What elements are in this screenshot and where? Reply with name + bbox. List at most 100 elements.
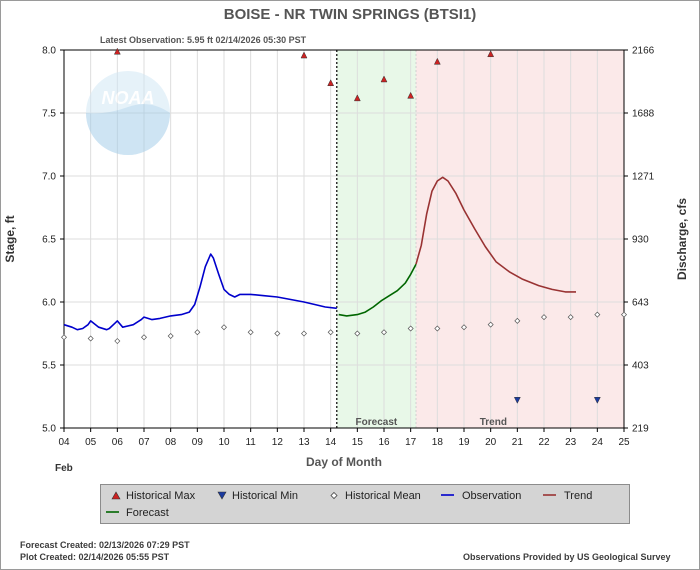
historical-mean-point — [114, 338, 121, 345]
historical-mean-point — [354, 330, 361, 337]
forecast-region-label: Forecast — [356, 417, 398, 428]
data-source: Observations Provided by US Geological S… — [463, 552, 671, 562]
series-layer — [63, 176, 576, 331]
x-tick-label: 24 — [592, 437, 604, 448]
historical-max-point — [487, 50, 495, 58]
y2-tick-label: 219 — [632, 424, 649, 435]
x-tick-label: 23 — [565, 437, 577, 448]
legend-label-forecast: Forecast — [126, 507, 169, 519]
y2-tick-label: 643 — [632, 298, 649, 309]
x-tick-label: 18 — [432, 437, 444, 448]
x-tick-label: 04 — [58, 437, 70, 448]
historical-mean-point — [301, 330, 307, 337]
series-observation — [63, 253, 337, 331]
x-tick-label: 10 — [218, 437, 230, 448]
historical-mean-point — [327, 329, 334, 336]
y-tick-label: 7.5 — [42, 109, 56, 120]
historical-max-point — [353, 94, 361, 102]
historical-mean-point — [407, 325, 414, 332]
region-labels: Forecast Trend — [356, 417, 507, 428]
y2-tick-label: 1271 — [632, 172, 655, 183]
month-label: Feb — [55, 463, 73, 474]
historical-min-point — [593, 397, 601, 404]
x-tick-label: 05 — [85, 437, 97, 448]
x-tick-label: 14 — [325, 437, 337, 448]
historical-mean-point — [514, 317, 521, 324]
y-tick-label: 5.5 — [42, 361, 56, 372]
x-tick-label: 25 — [618, 437, 630, 448]
y2-tick-label: 1688 — [632, 109, 655, 120]
y-tick-label: 6.5 — [42, 235, 56, 246]
historical-mean-point — [167, 333, 174, 340]
legend-label-historical-max: Historical Max — [126, 490, 196, 502]
historical-mean-point — [594, 311, 601, 318]
legend-historical-max: Historical Max — [111, 490, 196, 502]
historical-mean-point — [567, 314, 574, 321]
x-tick-label: 13 — [298, 437, 310, 448]
historical-max-point — [433, 57, 441, 65]
y2-axis-label: Discharge, cfs — [675, 198, 689, 280]
trend-region-label: Trend — [480, 417, 507, 428]
svg-text:NOAA: NOAA — [102, 88, 155, 108]
forecast-created: Forecast Created: 02/13/2026 07:29 PST — [20, 540, 190, 550]
series-trend — [415, 176, 576, 293]
y2-tick-label: 403 — [632, 361, 649, 372]
historical-max-point — [380, 75, 388, 83]
legend-label-trend: Trend — [564, 490, 592, 502]
x-tick-label: 15 — [352, 437, 364, 448]
historical-mean-point — [381, 329, 387, 336]
legend-label-observation: Observation — [462, 490, 521, 502]
historical-mean-point — [221, 324, 227, 331]
x-tick-label: 19 — [458, 437, 470, 448]
x-tick-label: 17 — [405, 437, 417, 448]
historical-mean-point — [487, 321, 494, 328]
latest-observation: Latest Observation: 5.95 ft 02/14/2026 0… — [100, 35, 307, 45]
legend-observation: Observation — [441, 490, 521, 502]
historical-max-point — [300, 51, 308, 59]
historical-mean-point — [247, 329, 254, 336]
historical-mean-point — [141, 334, 147, 341]
series-forecast — [338, 263, 417, 317]
x-tick-label: 22 — [538, 437, 550, 448]
x-axis-label: Day of Month — [306, 455, 382, 469]
legend: Historical Max Historical Min Historical… — [100, 484, 630, 524]
historical-mean-point — [621, 311, 627, 318]
plot-created: Plot Created: 02/14/2026 05:55 PST — [20, 552, 170, 562]
y-tick-label: 7.0 — [42, 172, 56, 183]
noaa-logo-watermark: NOAA — [86, 71, 170, 155]
historical-max-point — [327, 79, 335, 87]
x-tick-label: 07 — [138, 437, 150, 448]
legend-label-historical-min: Historical Min — [232, 490, 298, 502]
y-axis-label: Stage, ft — [3, 215, 17, 262]
y-tick-label: 5.0 — [42, 424, 56, 435]
x-tick-label: 08 — [165, 437, 177, 448]
historical-mean-point — [541, 314, 547, 321]
legend-forecast: Forecast — [106, 507, 169, 519]
historical-mean-point — [434, 325, 441, 332]
y-tick-label: 8.0 — [42, 46, 56, 57]
chart-title: BOISE - NR TWIN SPRINGS (BTSI1) — [224, 6, 477, 23]
historical-max-point — [113, 47, 121, 55]
y2-tick-label: 930 — [632, 235, 649, 246]
hydrograph-chart: BOISE - NR TWIN SPRINGS (BTSI1) Latest O… — [3, 6, 689, 474]
x-tick-label: 09 — [192, 437, 204, 448]
y-tick-label: 6.0 — [42, 298, 56, 309]
historical-mean-point — [87, 335, 94, 342]
x-tick-label: 06 — [112, 437, 124, 448]
grid-lines — [64, 50, 624, 428]
historical-mean-point — [274, 330, 281, 337]
historical-min-point — [513, 397, 521, 404]
historical-mean-point — [61, 334, 67, 341]
x-tick-label: 21 — [512, 437, 524, 448]
marker-layer — [61, 47, 627, 404]
x-tick-label: 11 — [245, 437, 256, 448]
legend-historical-mean: Historical Mean — [330, 490, 421, 502]
legend-historical-min: Historical Min — [217, 490, 298, 502]
x-tick-label: 16 — [378, 437, 390, 448]
axes: 04 05 06 07 08 09 10 11 12 13 14 15 16 17 18 19 20 21 22 23… — [42, 46, 655, 449]
x-tick-label: 20 — [485, 437, 497, 448]
x-tick-label: 12 — [272, 437, 284, 448]
historical-mean-point — [461, 324, 467, 331]
legend-label-historical-mean: Historical Mean — [345, 490, 421, 502]
historical-mean-point — [194, 329, 201, 336]
